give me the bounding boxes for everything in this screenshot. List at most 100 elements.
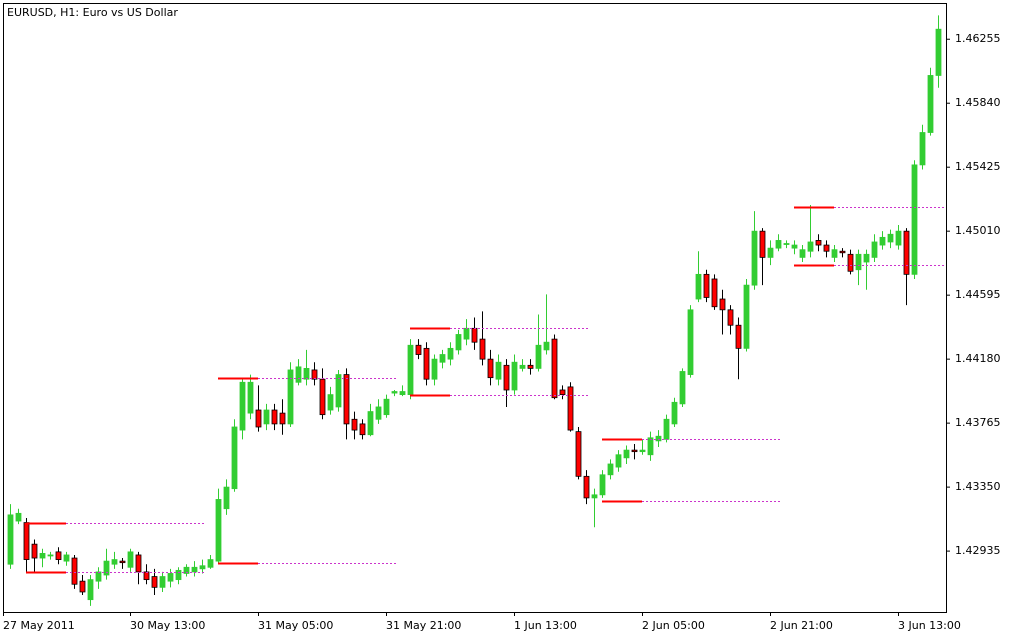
candle-body	[599, 474, 606, 496]
candle-body	[447, 347, 454, 360]
candle-body	[359, 423, 366, 436]
candle-body	[799, 249, 806, 258]
candle-body	[159, 576, 166, 588]
candle-body	[407, 344, 414, 396]
candle-body	[831, 249, 838, 258]
candle-body	[591, 494, 598, 499]
candle-body	[351, 418, 358, 431]
candle-body	[647, 437, 654, 456]
candle-body	[63, 554, 70, 562]
candle-body	[399, 391, 406, 396]
candle-body	[583, 475, 590, 499]
candle-body	[391, 391, 398, 394]
candle-body	[71, 557, 78, 585]
x-tick-label: 3 Jun 13:00	[898, 619, 961, 632]
candle-body	[247, 381, 254, 414]
candle-body	[279, 412, 286, 425]
candle-body	[215, 499, 222, 562]
x-tick-label: 27 May 2011	[3, 619, 75, 632]
candle-body	[191, 566, 198, 573]
candle-body	[655, 435, 662, 442]
candle-body	[623, 449, 630, 459]
candle-body	[847, 253, 854, 272]
y-tick-label: 1.45840	[955, 96, 1001, 109]
candle-body	[695, 273, 702, 300]
candle-body	[383, 398, 390, 416]
candle-body	[79, 580, 86, 593]
candle-body	[487, 358, 494, 379]
candle-body	[135, 554, 142, 573]
candle-body	[679, 371, 686, 405]
candle-body	[343, 374, 350, 425]
candle-body	[111, 559, 118, 565]
candle-body	[735, 324, 742, 349]
candle-body	[95, 571, 102, 582]
candle-body	[463, 327, 470, 340]
candle-body	[311, 369, 318, 380]
candle-body	[743, 284, 750, 349]
candle-body	[335, 374, 342, 408]
candle-body	[39, 553, 46, 559]
candle-body	[535, 344, 542, 369]
candle-body	[175, 569, 182, 581]
candle-body	[455, 334, 462, 351]
candle-body	[207, 559, 214, 568]
candle-body	[759, 230, 766, 258]
candle-body	[879, 236, 886, 246]
candle-body	[911, 164, 918, 275]
y-tick-label: 1.45010	[955, 224, 1001, 237]
chart-title: EURUSD, H1: Euro vs US Dollar	[7, 6, 178, 19]
candle-body	[7, 514, 14, 565]
candle-body	[303, 367, 310, 380]
candle-body	[527, 364, 534, 369]
candle-body	[55, 551, 62, 560]
candle-body	[575, 431, 582, 477]
candle-body	[287, 369, 294, 425]
candle-body	[503, 364, 510, 391]
candle-body	[615, 454, 622, 468]
candle-body	[791, 244, 798, 249]
candle-body	[199, 565, 206, 570]
candle-body	[631, 449, 638, 453]
candle-body	[431, 358, 438, 380]
candle-body	[927, 75, 934, 133]
x-tick-label: 2 Jun 05:00	[642, 619, 705, 632]
candle-body	[327, 394, 334, 411]
candle-body	[567, 386, 574, 431]
candle-body	[375, 406, 382, 420]
candle-body	[543, 341, 550, 351]
y-tick-label: 1.46255	[955, 32, 1001, 45]
candle-body	[143, 571, 150, 581]
candle-body	[719, 298, 726, 311]
candle-body	[103, 560, 110, 576]
y-tick-label: 1.44180	[955, 352, 1001, 365]
y-tick-label: 1.42935	[955, 544, 1001, 557]
candle-body	[295, 366, 302, 383]
candle-body	[783, 243, 790, 245]
x-tick-label: 1 Jun 13:00	[514, 619, 577, 632]
candle-body	[839, 250, 846, 254]
y-tick-label: 1.45425	[955, 160, 1001, 173]
candle-body	[15, 512, 22, 522]
candle-body	[871, 241, 878, 258]
candle-body	[119, 560, 126, 564]
candle-body	[823, 244, 830, 252]
candle-body	[87, 579, 94, 601]
candle-body	[423, 347, 430, 380]
candle-body	[239, 381, 246, 431]
candle-body	[607, 463, 614, 476]
candle-body	[727, 309, 734, 326]
candle-body	[807, 241, 814, 252]
candle-body	[663, 418, 670, 440]
candle-body	[495, 361, 502, 380]
candle-body	[935, 28, 942, 76]
plot-area	[7, 15, 946, 606]
candle-body	[23, 522, 30, 560]
candle-body	[367, 411, 374, 436]
candle-body	[439, 354, 446, 363]
candle-body	[711, 278, 718, 308]
x-tick-label: 30 May 13:00	[130, 619, 205, 632]
candle-body	[31, 543, 38, 559]
